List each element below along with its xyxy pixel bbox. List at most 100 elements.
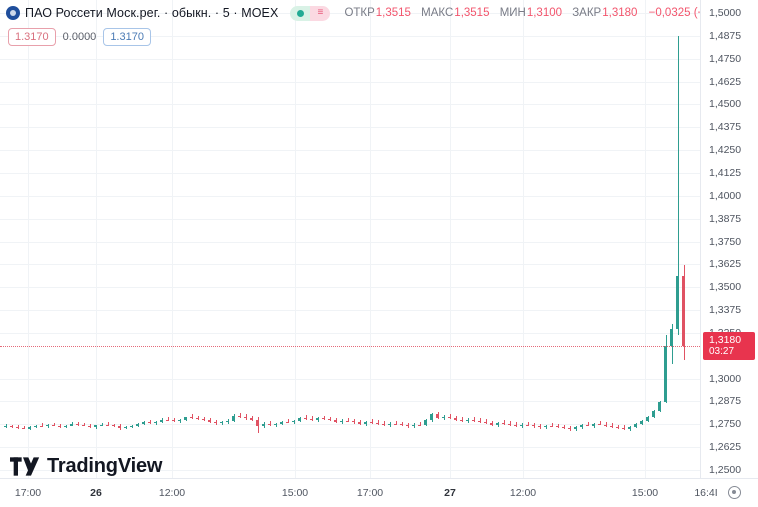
symbol-title[interactable]: ПАО Россети Моск.рег. · обыкн. · 5 · MOE… — [25, 6, 279, 20]
market-status-badge[interactable]: ≡ — [290, 5, 331, 21]
candle-body — [586, 425, 590, 427]
candle-body — [376, 422, 380, 424]
candle-body — [592, 423, 596, 426]
candle-body — [232, 415, 236, 421]
candle-body — [28, 427, 32, 429]
candle-wick — [53, 422, 55, 427]
candle-body — [166, 419, 170, 421]
symbol-logo-icon — [6, 6, 20, 20]
candle-wick — [77, 421, 79, 426]
candle-body — [352, 421, 356, 423]
chart-header: ПАО Россети Моск.рег. · обыкн. · 5 · MOE… — [0, 0, 758, 26]
price-axis-tick: 1,4750 — [709, 52, 742, 65]
candle-body — [472, 419, 476, 421]
candle-body — [610, 425, 614, 428]
candle-body — [544, 425, 548, 428]
candle-body — [112, 425, 116, 427]
price-axis-tick: 1,3875 — [709, 212, 742, 225]
gridline-horizontal — [0, 59, 700, 60]
candle-body — [142, 422, 146, 425]
candle-wick — [311, 415, 313, 421]
candle-body — [64, 425, 68, 427]
price-axis-tick: 1,3625 — [709, 258, 742, 271]
gridline-horizontal — [0, 264, 700, 265]
candle-body — [214, 421, 218, 424]
candle-body — [280, 421, 284, 424]
candle-wick — [401, 421, 403, 427]
candle-body — [346, 420, 350, 422]
tradingview-watermark: TradingView — [10, 455, 162, 478]
indicator-value-blue[interactable]: 1.3170 — [103, 28, 151, 46]
indicator-value-red[interactable]: 1.3170 — [8, 28, 56, 46]
candle-wick — [551, 423, 553, 428]
time-axis-tick: 12:00 — [158, 487, 186, 499]
gridline-horizontal — [0, 36, 700, 37]
open-label: ОТКР — [344, 7, 375, 19]
candle-body — [310, 418, 314, 420]
candle-body — [670, 329, 674, 346]
candle-body — [70, 423, 74, 426]
gridline-horizontal — [0, 470, 700, 471]
candle-wick — [407, 422, 409, 428]
candle-body — [460, 419, 464, 421]
candle-wick — [359, 419, 361, 425]
candle-body — [238, 415, 242, 417]
chart-plot-area[interactable] — [0, 0, 700, 478]
price-axis[interactable]: 1,5000 1,4875 1,4750 1,4625 1,4500 1,4375 1,42… — [700, 0, 758, 478]
clock-icon[interactable] — [728, 486, 741, 499]
candle-body — [652, 410, 656, 417]
candle-wick — [197, 415, 199, 421]
candle-body — [100, 424, 104, 426]
candle-body — [160, 419, 164, 422]
candle-body — [328, 419, 332, 421]
candle-body — [496, 423, 500, 425]
candle-body — [76, 423, 80, 426]
candle-wick — [449, 414, 451, 419]
candle-body — [634, 424, 638, 427]
candle-body — [154, 421, 158, 424]
candle-body — [124, 426, 128, 428]
candle-wick — [269, 421, 271, 426]
candle-body — [676, 276, 680, 330]
candle-wick — [101, 422, 103, 427]
candle-body — [298, 418, 302, 421]
gridline-horizontal — [0, 13, 700, 14]
candle-body — [316, 418, 320, 420]
gridline-vertical — [523, 0, 524, 478]
candle-body — [274, 423, 278, 426]
time-axis[interactable]: 17:00 26 12:00 15:00 17:00 27 12:00 15:00 16:4I — [0, 478, 758, 507]
price-axis-tick: 1,4875 — [709, 29, 742, 42]
low-value: 1,3100 — [526, 7, 563, 19]
candle-wick — [41, 423, 43, 427]
candle-body — [40, 425, 44, 427]
candle-wick — [107, 422, 109, 427]
candle-body — [568, 428, 572, 430]
candle-body — [454, 417, 458, 420]
candle-wick — [83, 423, 85, 427]
price-axis-tick: 1,2500 — [709, 464, 742, 476]
price-axis-tick: 1,4625 — [709, 75, 742, 88]
candle-body — [658, 401, 662, 411]
candle-wick — [173, 417, 175, 423]
candle-body — [616, 427, 620, 429]
high-label: МАКС — [421, 7, 454, 19]
candle-body — [562, 427, 566, 429]
candle-wick — [59, 423, 61, 428]
candle-body — [556, 426, 560, 428]
price-axis-tick: 1,2875 — [709, 395, 742, 408]
candle-wick — [113, 423, 115, 428]
price-axis-tick: 1,2625 — [709, 441, 742, 454]
price-axis-tick: 1,4250 — [709, 144, 742, 157]
candle-wick — [587, 422, 589, 427]
candle-body — [292, 421, 296, 423]
candle-body — [304, 418, 308, 420]
price-axis-tick: 1,4000 — [709, 189, 742, 202]
price-axis-tick: 1,4375 — [709, 121, 742, 134]
candle-body — [118, 426, 122, 428]
gridline-vertical — [28, 0, 29, 478]
candle-wick — [167, 416, 169, 421]
candle-body — [526, 424, 530, 426]
gridline-vertical — [645, 0, 646, 478]
candle-body — [508, 423, 512, 426]
candle-body — [478, 420, 482, 422]
